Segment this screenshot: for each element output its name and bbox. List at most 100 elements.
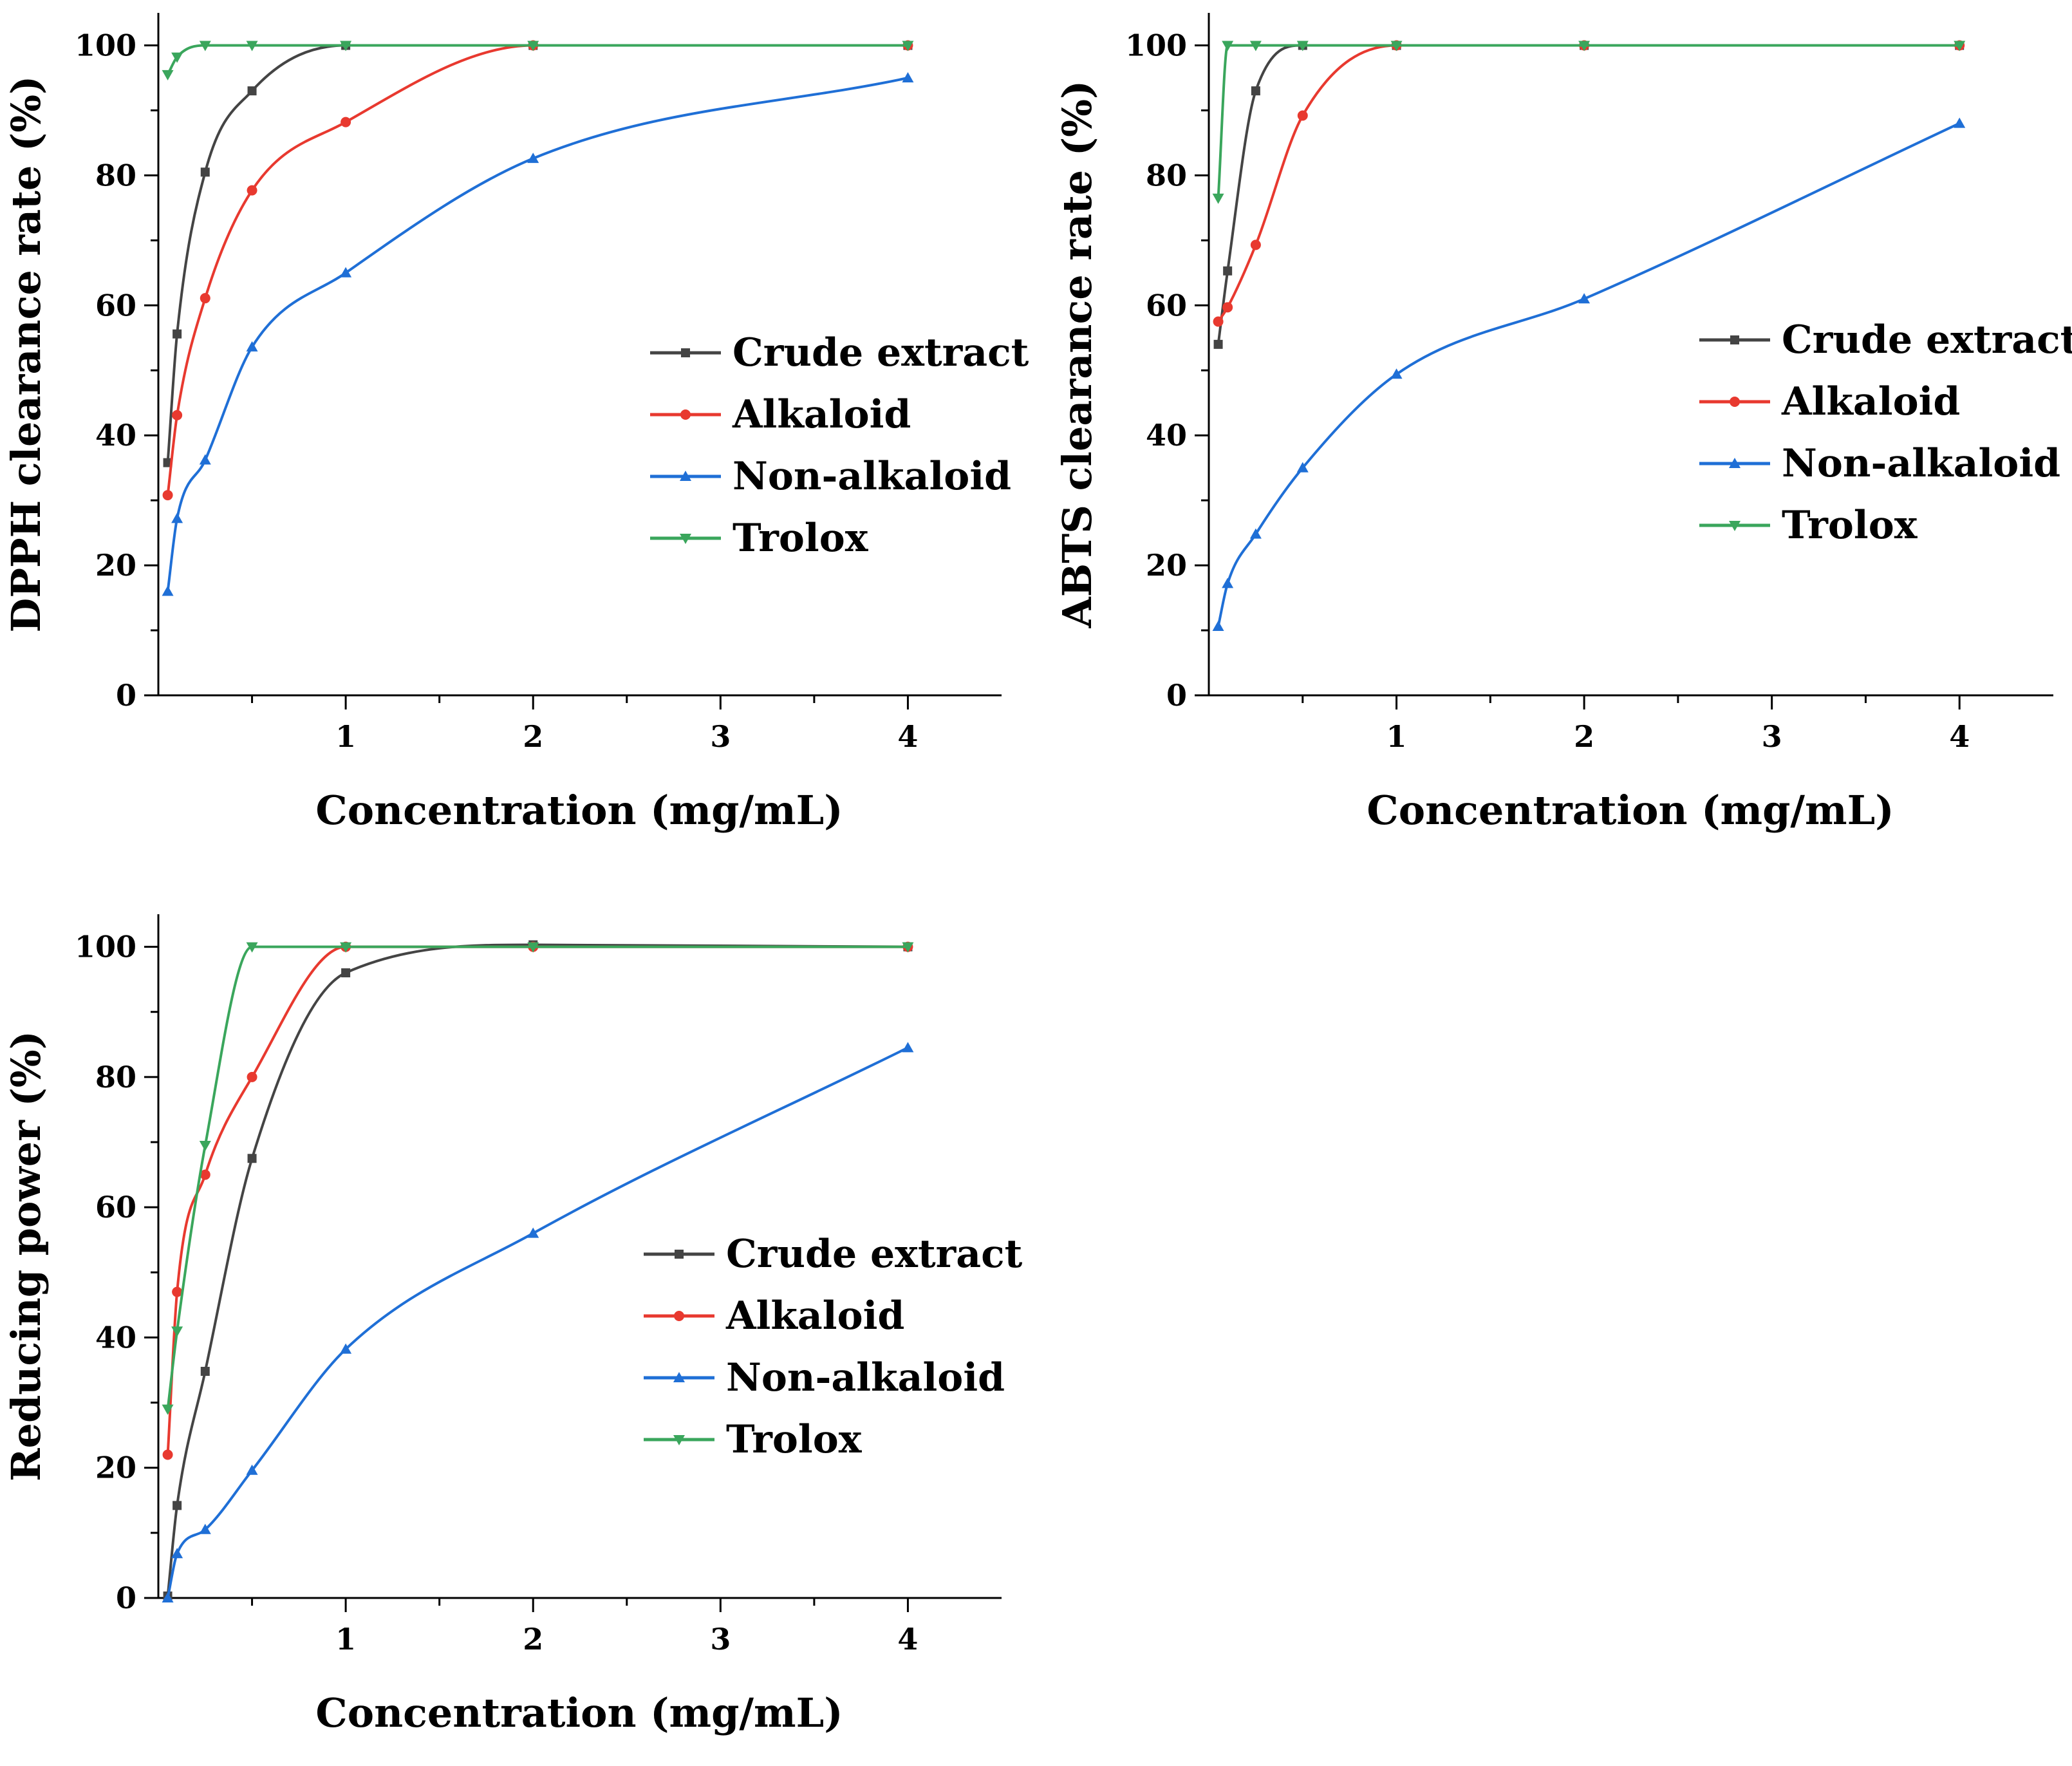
- data-point: [1250, 240, 1261, 250]
- data-point: [1954, 117, 1966, 128]
- data-point: [1390, 41, 1403, 52]
- x-tick-label: 3: [710, 719, 731, 754]
- data-point: [162, 1592, 174, 1602]
- y-tick-label: 60: [1146, 288, 1187, 323]
- series-line: [1217, 122, 1961, 627]
- data-point: [172, 409, 183, 420]
- legend-marker: [680, 534, 691, 544]
- data-point: [1249, 41, 1262, 52]
- data-point: [1222, 41, 1234, 52]
- legend-marker: [675, 1250, 684, 1259]
- legend-marker: [673, 1435, 685, 1445]
- data-point: [1251, 86, 1260, 96]
- data-point: [171, 512, 183, 523]
- data-point: [200, 1367, 210, 1376]
- data-point: [527, 1227, 539, 1238]
- data-point: [340, 41, 352, 52]
- data-point: [162, 585, 174, 596]
- y-tick-label: 60: [95, 1190, 136, 1225]
- series-line: [166, 77, 908, 592]
- legend: Crude extract Alkaloid Non-alkaloid Trolox: [644, 1232, 1023, 1462]
- y-tick-label: 40: [95, 418, 136, 453]
- x-tick-label: 2: [1574, 719, 1594, 754]
- y-tick-label: 80: [95, 158, 136, 193]
- legend-marker: [680, 471, 691, 481]
- series-line: [1217, 44, 1960, 323]
- x-tick-label: 1: [335, 1622, 356, 1657]
- legend-label: Non-alkaloid: [726, 1355, 1005, 1400]
- data-point: [162, 1449, 173, 1460]
- data-point: [527, 153, 539, 164]
- data-point: [162, 1404, 174, 1415]
- legend-marker: [1729, 458, 1741, 468]
- y-tick-label: 100: [75, 28, 136, 62]
- data-point: [340, 1343, 352, 1354]
- data-point: [341, 117, 351, 127]
- data-point: [171, 1548, 183, 1559]
- x-axis-label: Concentration (mg/mL): [315, 787, 843, 834]
- series-trolox: [1212, 41, 1966, 204]
- y-tick-label: 100: [1125, 28, 1187, 62]
- data-point: [246, 1464, 258, 1475]
- data-point: [902, 1042, 914, 1053]
- data-point: [341, 968, 351, 978]
- legend-label: Alkaloid: [725, 1293, 904, 1339]
- data-point: [246, 41, 258, 52]
- legend-label: Non-alkaloid: [1782, 441, 2060, 486]
- data-point: [173, 1501, 182, 1510]
- legend-label: Crude extract: [726, 1232, 1023, 1277]
- x-axis-label: Concentration (mg/mL): [1367, 787, 1894, 834]
- data-point: [902, 71, 914, 82]
- data-point: [527, 41, 539, 52]
- data-point: [1954, 41, 1966, 52]
- data-point: [902, 41, 914, 52]
- data-point: [199, 1523, 211, 1534]
- data-point: [172, 1286, 183, 1297]
- legend-marker: [1730, 335, 1739, 344]
- series-line: [166, 945, 908, 1409]
- data-point: [200, 1169, 210, 1180]
- series-line: [166, 44, 908, 75]
- data-point: [246, 942, 258, 953]
- data-point: [200, 293, 210, 304]
- series-alkaloid: [1213, 40, 1965, 327]
- y-tick-label: 0: [116, 678, 136, 713]
- series-line: [166, 1046, 909, 1599]
- data-point: [173, 329, 182, 339]
- legend-label: Trolox: [1782, 503, 1918, 548]
- x-tick-label: 1: [335, 719, 356, 754]
- x-tick-label: 2: [523, 719, 543, 754]
- y-tick-label: 20: [95, 1451, 136, 1485]
- data-point: [247, 185, 257, 196]
- data-point: [1222, 302, 1233, 313]
- data-point: [199, 454, 211, 465]
- data-point: [340, 267, 352, 277]
- data-point: [1222, 578, 1234, 588]
- legend-label: Trolox: [733, 516, 869, 561]
- legend-label: Crude extract: [1782, 317, 2072, 362]
- series-non-alkaloid: [162, 71, 914, 596]
- y-tick-label: 80: [95, 1060, 136, 1094]
- data-point: [1212, 193, 1224, 204]
- y-tick-label: 40: [95, 1320, 136, 1355]
- y-axis-label: DPPH clearance rate (%): [3, 76, 50, 633]
- y-tick-label: 100: [75, 930, 136, 964]
- y-tick-label: 20: [1146, 548, 1187, 583]
- x-tick-label: 2: [523, 1622, 543, 1657]
- data-point: [1296, 41, 1309, 52]
- data-point: [1578, 293, 1591, 304]
- legend-marker: [1730, 397, 1740, 407]
- data-point: [1213, 339, 1223, 349]
- series-trolox: [162, 942, 914, 1415]
- data-point: [200, 167, 210, 177]
- data-point: [246, 341, 258, 352]
- legend-label: Crude extract: [733, 330, 1029, 375]
- legend-label: Alkaloid: [732, 392, 911, 437]
- x-tick-label: 4: [897, 1622, 918, 1657]
- legend-marker: [680, 409, 691, 420]
- data-point: [1296, 462, 1309, 473]
